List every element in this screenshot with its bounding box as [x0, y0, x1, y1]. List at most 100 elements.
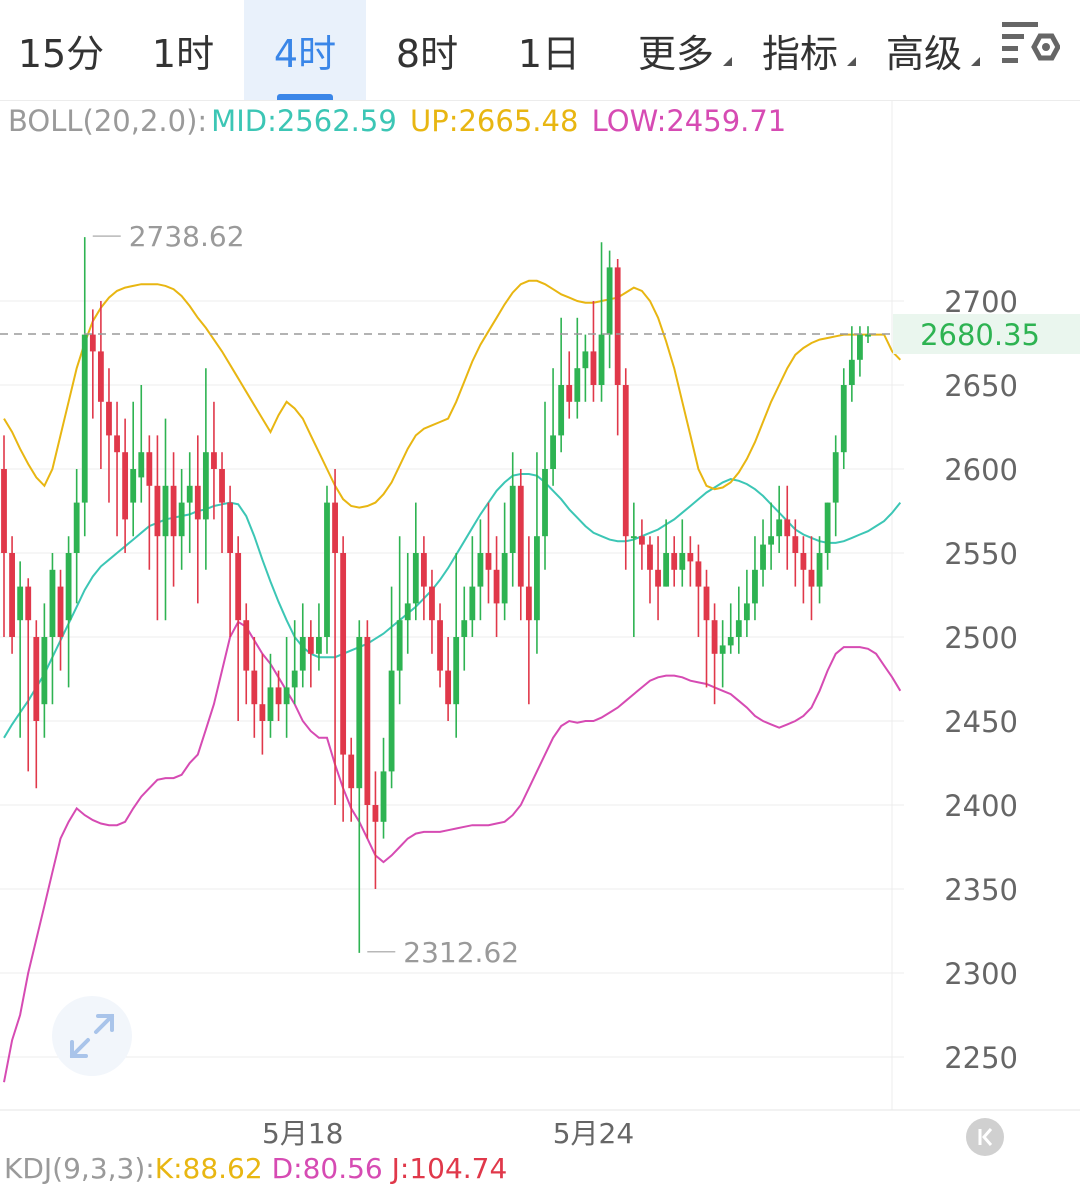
candle-body [461, 620, 468, 637]
candles [1, 237, 871, 953]
dropdown-triangle-icon [847, 57, 856, 66]
candle [469, 536, 476, 637]
candle [178, 469, 185, 570]
y-tick-label: 2400 [944, 789, 1018, 823]
active-tab-indicator [277, 94, 333, 100]
candle [275, 670, 282, 721]
candle [316, 603, 322, 671]
candle [719, 620, 726, 688]
candle [590, 301, 597, 402]
candle [776, 485, 783, 553]
candle-body [566, 385, 573, 402]
candle [574, 317, 581, 419]
tab-more[interactable]: 更多 [620, 0, 732, 100]
candle-body [41, 637, 48, 705]
candle [130, 401, 137, 537]
candle-body [558, 385, 565, 436]
tab-4h[interactable]: 4时 [244, 0, 366, 100]
candle [65, 536, 72, 688]
tab-15min[interactable]: 15分 [0, 0, 122, 100]
candle [259, 653, 266, 755]
candle [138, 385, 145, 503]
candle [517, 469, 524, 621]
candle-body [267, 687, 274, 721]
candle [598, 242, 605, 402]
min-price-label: 2312.62 [403, 936, 519, 969]
candle-body [372, 805, 379, 822]
y-tick-label: 2650 [944, 369, 1018, 403]
candle [41, 603, 48, 738]
candle-body [735, 620, 742, 637]
candle [445, 637, 452, 721]
boll-up-value: UP:2665.48 [410, 104, 579, 138]
candle-body [679, 553, 686, 570]
y-tick-label: 2550 [944, 537, 1018, 571]
tab-1d[interactable]: 1日 [488, 0, 610, 100]
candle-body [202, 452, 209, 520]
tab-8h[interactable]: 8时 [366, 0, 488, 100]
candle-body [122, 452, 129, 520]
tab-1h[interactable]: 1时 [122, 0, 244, 100]
x-tick-label: 5月18 [262, 1117, 343, 1150]
candle [840, 368, 847, 469]
dropdown-triangle-icon [723, 57, 732, 66]
candle [768, 502, 775, 570]
candle-body [396, 620, 403, 671]
candle [679, 519, 686, 587]
candle-body [437, 620, 443, 671]
candle-body [622, 385, 629, 537]
candle-body [582, 351, 589, 369]
candle [194, 435, 201, 604]
candle [582, 334, 589, 402]
candle [461, 586, 468, 671]
boll-low-line [3, 620, 902, 1083]
chart-settings-icon[interactable] [1000, 18, 1061, 68]
candle [695, 544, 702, 637]
candle-body [848, 359, 855, 385]
candle [227, 485, 234, 637]
candle-body [606, 267, 613, 335]
tab-indicators[interactable]: 指标 [744, 0, 856, 100]
tab-advanced[interactable]: 高级 [868, 0, 980, 100]
y-tick-label: 2350 [944, 873, 1018, 907]
candle [808, 536, 815, 621]
candle-body [170, 485, 177, 537]
candle [299, 603, 306, 688]
candle-body [509, 485, 516, 553]
candle-body [211, 452, 217, 469]
tab-label: 15分 [17, 31, 105, 76]
candle-body [469, 586, 476, 621]
candle-body [784, 519, 791, 537]
candle [267, 653, 274, 738]
candle-body [219, 469, 225, 503]
candle [493, 536, 500, 637]
candle-body [138, 452, 145, 478]
candle [332, 469, 338, 805]
y-tick-label: 2600 [944, 453, 1018, 487]
candle [824, 502, 831, 570]
tab-label: 更多 [637, 31, 714, 76]
candle [622, 368, 629, 570]
candle-body [316, 637, 322, 654]
tab-label: 4时 [273, 31, 337, 76]
candle [671, 536, 678, 587]
scroll-to-latest-button[interactable] [966, 1118, 1004, 1156]
candle [388, 586, 395, 789]
candle-body [429, 586, 435, 621]
candle-body [832, 452, 839, 503]
candle-body [534, 536, 540, 621]
candle-body [227, 502, 234, 553]
boll-up-line [3, 279, 902, 509]
candle [735, 586, 742, 654]
candle-body [768, 536, 775, 545]
candle [857, 326, 863, 377]
candle [727, 603, 734, 654]
candle-body [186, 485, 193, 503]
candle [1, 435, 7, 637]
expand-button[interactable] [52, 996, 132, 1076]
candle-body [517, 485, 524, 587]
candle [219, 452, 225, 553]
candle [170, 452, 177, 587]
candle [372, 771, 379, 889]
candle-body [307, 637, 314, 654]
